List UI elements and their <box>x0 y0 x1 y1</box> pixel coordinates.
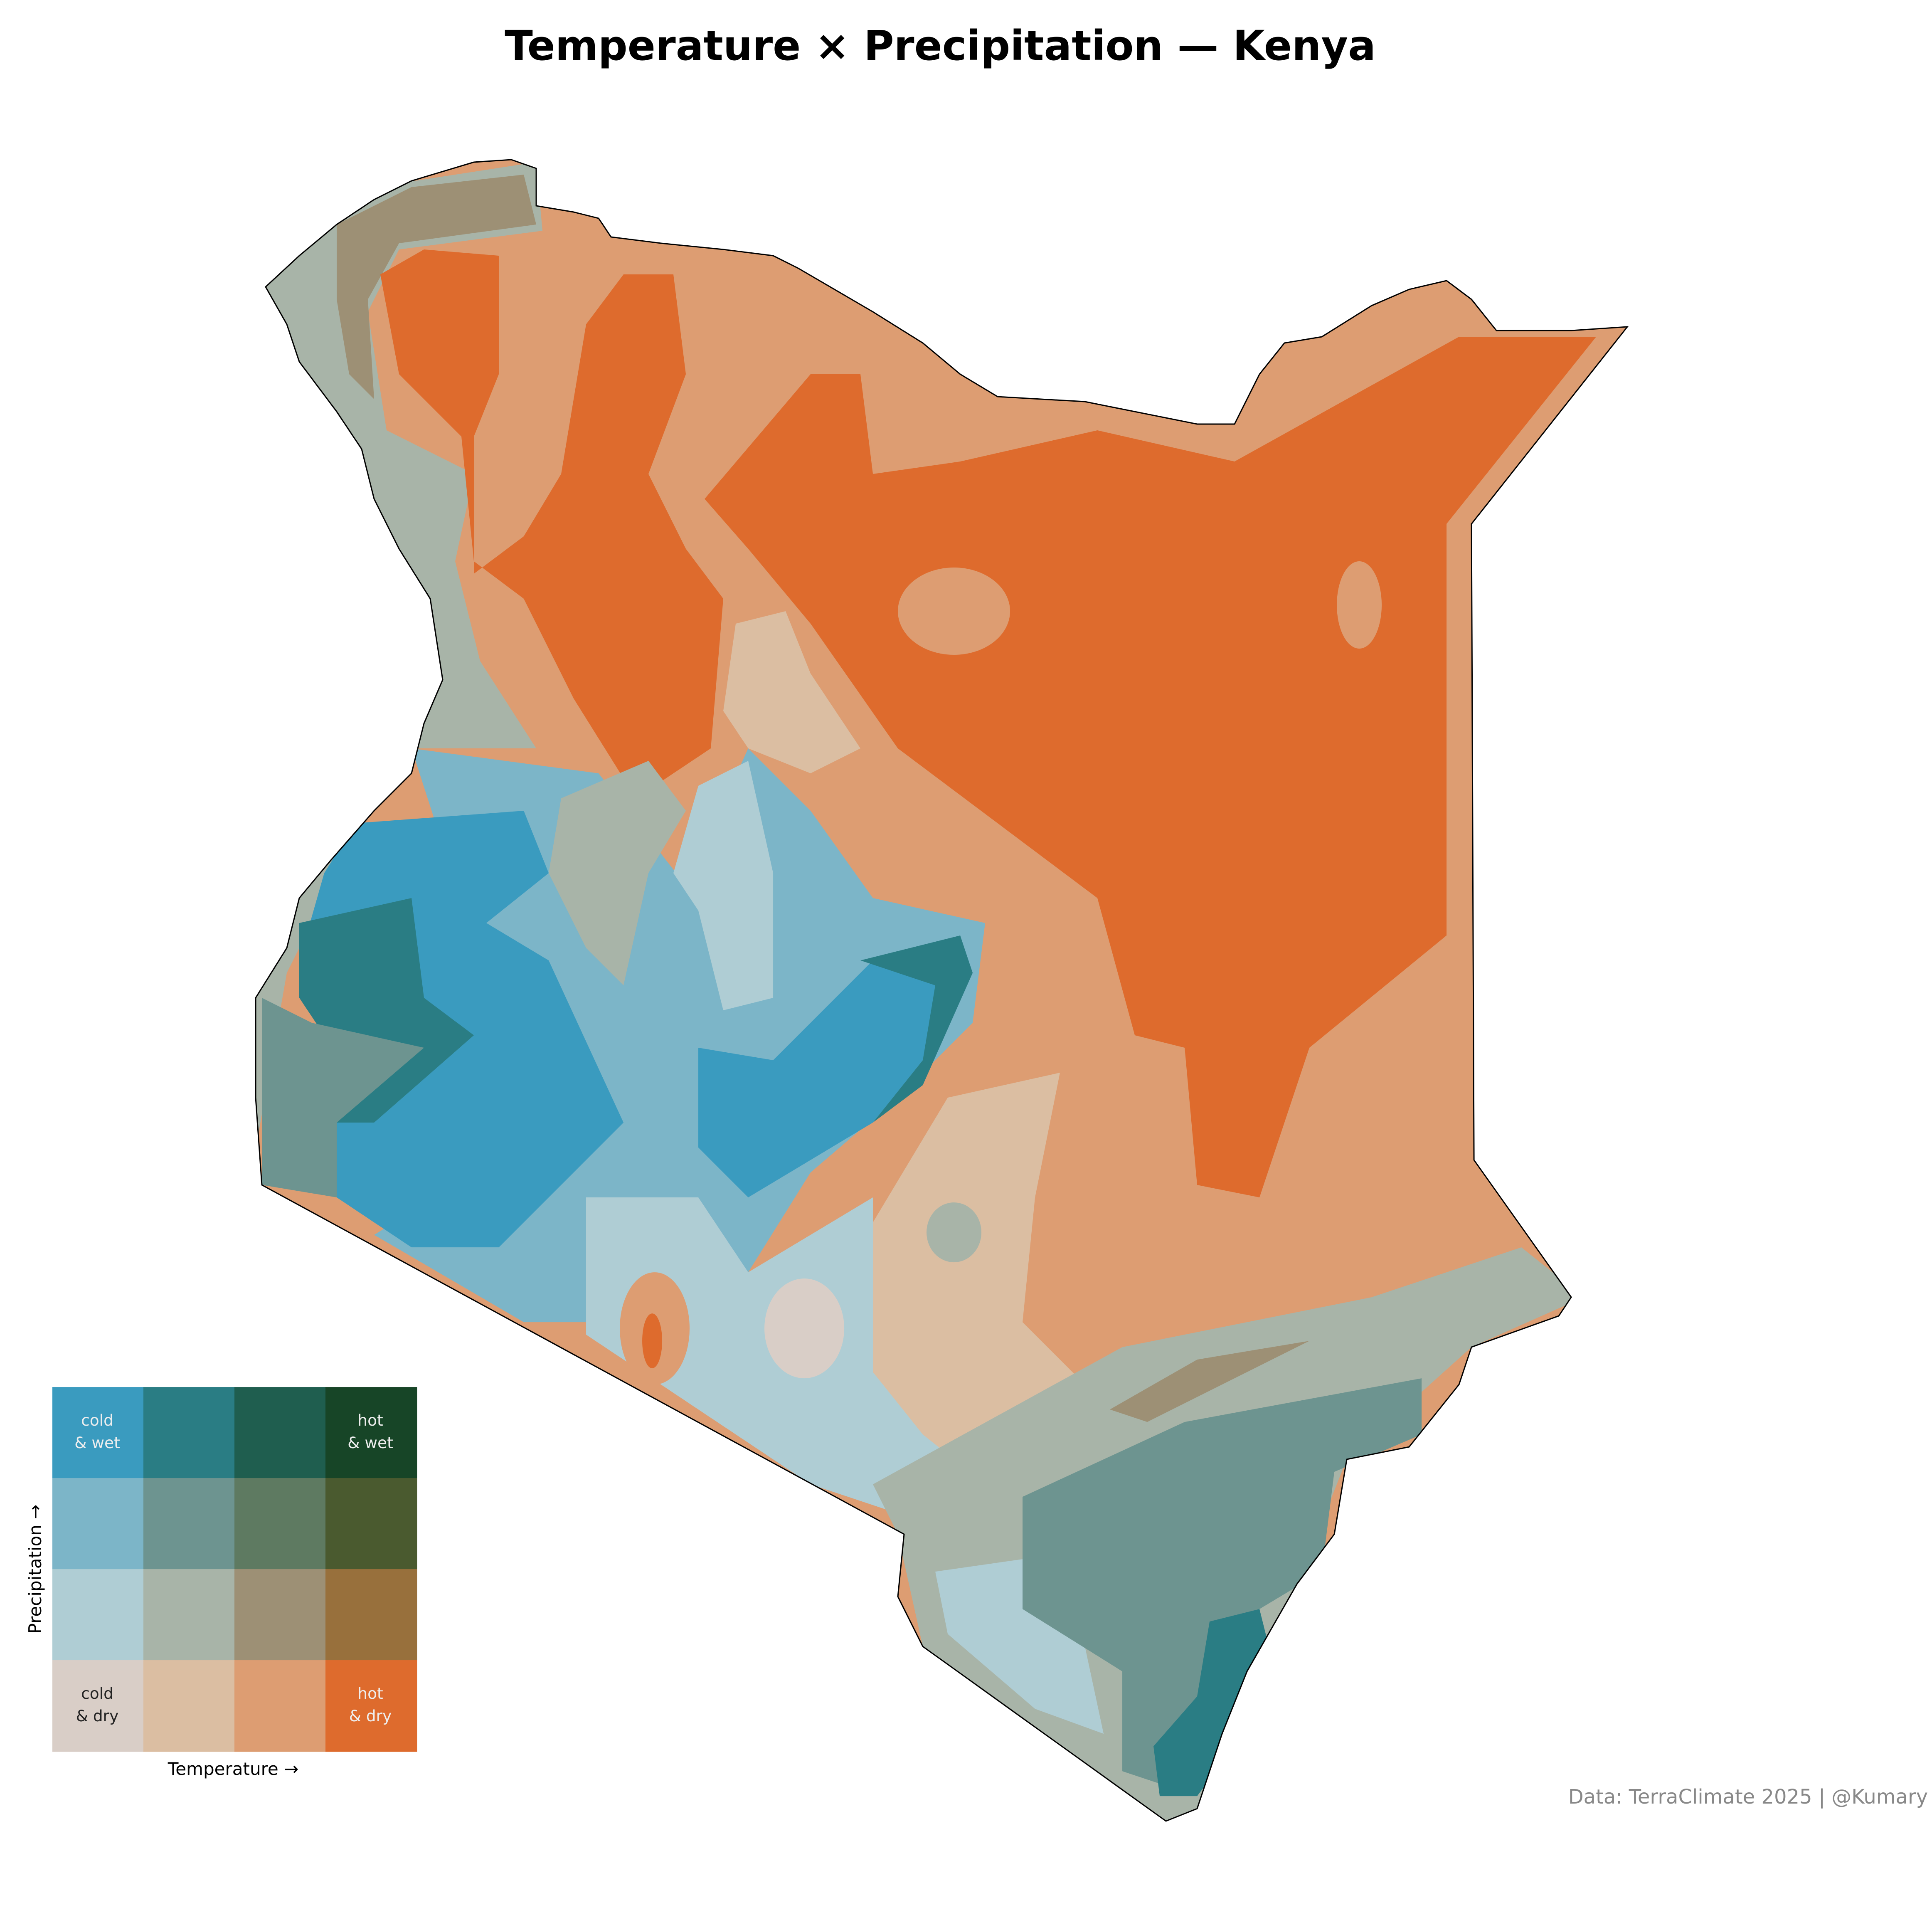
region-east-hot-dry <box>705 337 1597 1198</box>
legend-corner-labels: cold & wet hot & wet cold & dry hot & dry <box>74 1411 393 1725</box>
bivariate-map <box>256 160 1628 1821</box>
legend-cell <box>234 1478 326 1570</box>
legend-cell <box>52 1478 144 1570</box>
legend-cell <box>325 1478 417 1570</box>
region-east-spot-2 <box>1337 561 1382 649</box>
region-south-hot-spot <box>642 1313 663 1369</box>
label-hot-dry: hot & dry <box>349 1684 392 1725</box>
region-east-grey-spot <box>927 1202 982 1263</box>
region-south-pale-2 <box>935 1559 1104 1734</box>
legend-cell <box>143 1478 235 1570</box>
region-cold-dry-spot <box>764 1278 845 1379</box>
data-source-caption: Data: TerraClimate 2025 | @Kumary <box>1568 1785 1928 1809</box>
label-hot-wet: hot & wet <box>347 1411 393 1452</box>
region-central-highlands <box>698 942 948 1198</box>
legend-cell <box>325 1660 417 1752</box>
legend-cell <box>52 1660 144 1752</box>
region-highlands-teal <box>860 935 973 1123</box>
legend-cell <box>143 1660 235 1752</box>
legend-cell <box>234 1569 326 1661</box>
legend-cell <box>234 1660 326 1752</box>
region-east-spot <box>898 568 1010 655</box>
legend-y-label: Precipitation → <box>25 1505 45 1634</box>
legend-x-label: Temperature → <box>168 1759 299 1779</box>
region-southeast-tan <box>873 1073 1098 1485</box>
legend-cell <box>325 1387 417 1479</box>
region-rift-grey <box>549 761 686 986</box>
legend-cell <box>143 1569 235 1661</box>
legend-cell <box>143 1387 235 1479</box>
region-southwest-greyteal <box>262 998 424 1198</box>
bivariate-legend <box>52 1387 417 1752</box>
region-northwest-brown <box>337 175 537 400</box>
region-southeast-brown <box>1110 1341 1310 1422</box>
chart-title: Temperature × Precipitation — Kenya <box>505 22 1376 70</box>
region-central-tan <box>723 611 861 774</box>
legend-cell <box>52 1387 144 1479</box>
region-rift-pale <box>673 761 774 1011</box>
region-coast-teal <box>1153 1609 1272 1797</box>
legend-cell <box>325 1569 417 1661</box>
label-cold-dry: cold & dry <box>76 1684 119 1725</box>
label-cold-wet: cold & wet <box>74 1411 120 1452</box>
legend-cell <box>234 1387 326 1479</box>
legend-cell <box>52 1569 144 1661</box>
region-northwest-hot-dry <box>380 249 724 799</box>
